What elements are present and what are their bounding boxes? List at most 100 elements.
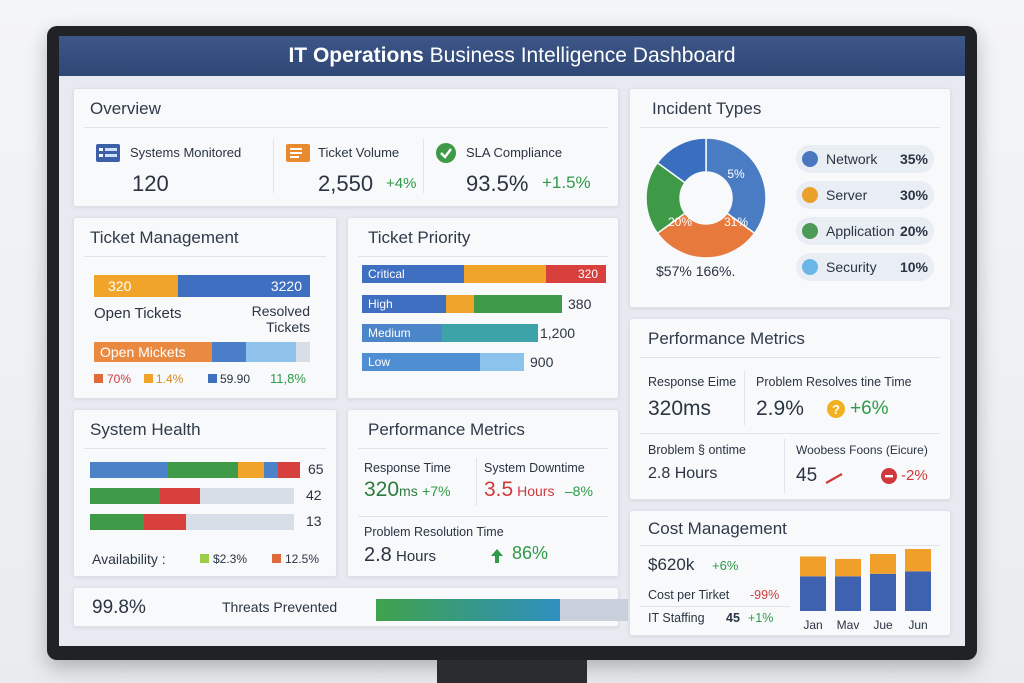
cost-bar-jun-1	[905, 549, 931, 572]
resolved-segment	[178, 275, 310, 297]
problem-resolution-label: Problem Resolution Time	[364, 525, 504, 539]
overview-panel: Overview Systems Monitored 120 Ticket Vo…	[73, 88, 619, 207]
it-staffing-value: 45	[726, 611, 740, 625]
incident-legend-item-network: Network 35%	[796, 145, 934, 173]
cost-divider	[640, 545, 940, 546]
priority-high-bar: High	[362, 295, 562, 313]
incident-donut-caption: $57% 166%.	[656, 263, 736, 279]
perf-mid-divider	[358, 448, 608, 449]
high-seg-3	[474, 295, 562, 313]
problem-resolution-delta: 86%	[512, 543, 549, 563]
systems-monitored-label: Systems Monitored	[130, 145, 242, 160]
incident-legend-item-application: Application 20%	[796, 217, 934, 245]
cost-bar-jan-1	[800, 556, 826, 577]
priority-low-value: 900	[530, 354, 554, 370]
legend-swatch	[802, 151, 818, 167]
health-bar-3	[90, 514, 294, 530]
critical-seg-1	[362, 265, 464, 283]
threats-prevented-label: Threats Prevented	[222, 599, 338, 615]
check-shield-icon	[436, 143, 456, 163]
ticket-priority-divider	[358, 256, 608, 257]
health3-seg-2	[144, 514, 186, 530]
ticket-priority-title: Ticket Priority	[368, 228, 471, 247]
threats-prevented-value: 99.8%	[92, 597, 146, 618]
legend-item-4: 11,8%	[270, 371, 306, 386]
priority-medium-label: Medium	[368, 326, 411, 340]
cost-bar-jue-0	[870, 573, 896, 611]
donut-slice-label: 20%	[668, 215, 692, 229]
performance-metrics-mid-panel: Performance Metrics Response Time 320ms …	[347, 409, 619, 577]
cost-chart-tick-label: Jun	[908, 618, 927, 632]
health-value-2: 42	[306, 487, 322, 503]
cost-bar-jun-0	[905, 571, 931, 611]
open-mickets-label: Open Mickets	[100, 344, 186, 360]
light-segment	[246, 342, 296, 362]
mid-segment	[212, 342, 246, 362]
open-bar-value: 320	[108, 278, 132, 294]
health2-seg-2	[160, 488, 200, 504]
legend-percent: 10%	[899, 259, 928, 275]
cost-management-title: Cost Management	[648, 519, 787, 538]
priority-critical-label: Critical	[368, 267, 405, 281]
cost-chart-tick-label: Jue	[873, 618, 893, 632]
sla-compliance-delta: +1.5%	[542, 173, 591, 192]
incident-divider	[640, 127, 940, 128]
open-tickets-bar: Open Mickets	[94, 342, 310, 362]
overview-separator	[273, 139, 274, 193]
cost-chart-tick-label: Jan	[803, 618, 822, 632]
priority-low-label: Low	[368, 355, 391, 369]
cost-per-ticket-label: Cost per Tirket	[648, 588, 730, 602]
threats-prevented-fill	[376, 599, 560, 621]
legend-name: Network	[826, 151, 878, 167]
ticket-volume-delta: +4%	[386, 175, 417, 192]
resolved-tickets-label: Resolved	[251, 303, 310, 319]
ticket-icon	[286, 144, 310, 162]
high-seg-1	[362, 295, 446, 313]
priority-medium-value: 1,200	[540, 325, 576, 341]
critical-seg-2	[464, 265, 546, 283]
warning-icon: ?	[827, 400, 845, 418]
low-seg-2	[480, 353, 524, 371]
alert-icon	[881, 468, 897, 484]
legend-item-3: 59.90	[208, 372, 250, 386]
donut-slice-security	[656, 137, 707, 184]
high-seg-2	[446, 295, 474, 313]
donut-slice-network	[705, 137, 767, 235]
cost-chart-tick-label: Mav	[837, 618, 860, 632]
availability-b: 12.5%	[272, 552, 319, 566]
dashboard-screen: IT Operations Business Intelligence Dash…	[59, 36, 965, 646]
cost-bar-jue-1	[870, 553, 896, 574]
priority-critical-bar: Critical 320	[362, 265, 606, 283]
perf-mid-sep	[476, 458, 477, 506]
health1-seg-2	[168, 462, 238, 478]
sla-compliance-value: 93.5%	[466, 171, 529, 196]
ticket-management-title: Ticket Management	[90, 228, 239, 247]
open-vs-resolved-bar: 320 3220	[94, 275, 310, 297]
trend-down-icon	[825, 473, 843, 484]
legend-percent: 20%	[899, 223, 928, 239]
response-eime-label: Response Eime	[648, 375, 737, 389]
incident-legend-item-security: Security 10%	[796, 253, 934, 281]
system-health-divider	[84, 448, 326, 449]
health1-seg-1	[90, 462, 168, 478]
resolved-tickets-label-2: Tickets	[266, 319, 310, 335]
resolved-bar-value: 3220	[270, 278, 302, 294]
woobess-label: Woobess Foons (Eicure)	[796, 443, 928, 457]
incident-legend-item-server: Server 30%	[796, 181, 934, 209]
perf-right-sep-2	[784, 439, 785, 493]
health-value-3: 13	[306, 513, 322, 529]
overview-separator-2	[423, 139, 424, 193]
response-time-value: 320ms +7%	[364, 478, 451, 501]
legend-name: Application	[826, 223, 895, 239]
incident-types-panel: Incident Types 45%5%31%20% $57% 166%. Ne…	[629, 88, 951, 308]
open-tickets-segment	[94, 342, 212, 362]
incident-donut-chart: 45%5%31%20%	[645, 137, 767, 259]
legend-percent: 35%	[899, 151, 928, 167]
system-health-title: System Health	[90, 420, 201, 439]
systems-monitored-value: 120	[132, 171, 169, 196]
cost-per-ticket-delta: -99%	[750, 588, 780, 602]
health1-seg-3	[238, 462, 264, 478]
health-bar-1	[90, 462, 300, 478]
priority-high-label: High	[368, 297, 393, 311]
ticket-management-panel: Ticket Management 320 3220 Open Tickets …	[73, 217, 337, 399]
